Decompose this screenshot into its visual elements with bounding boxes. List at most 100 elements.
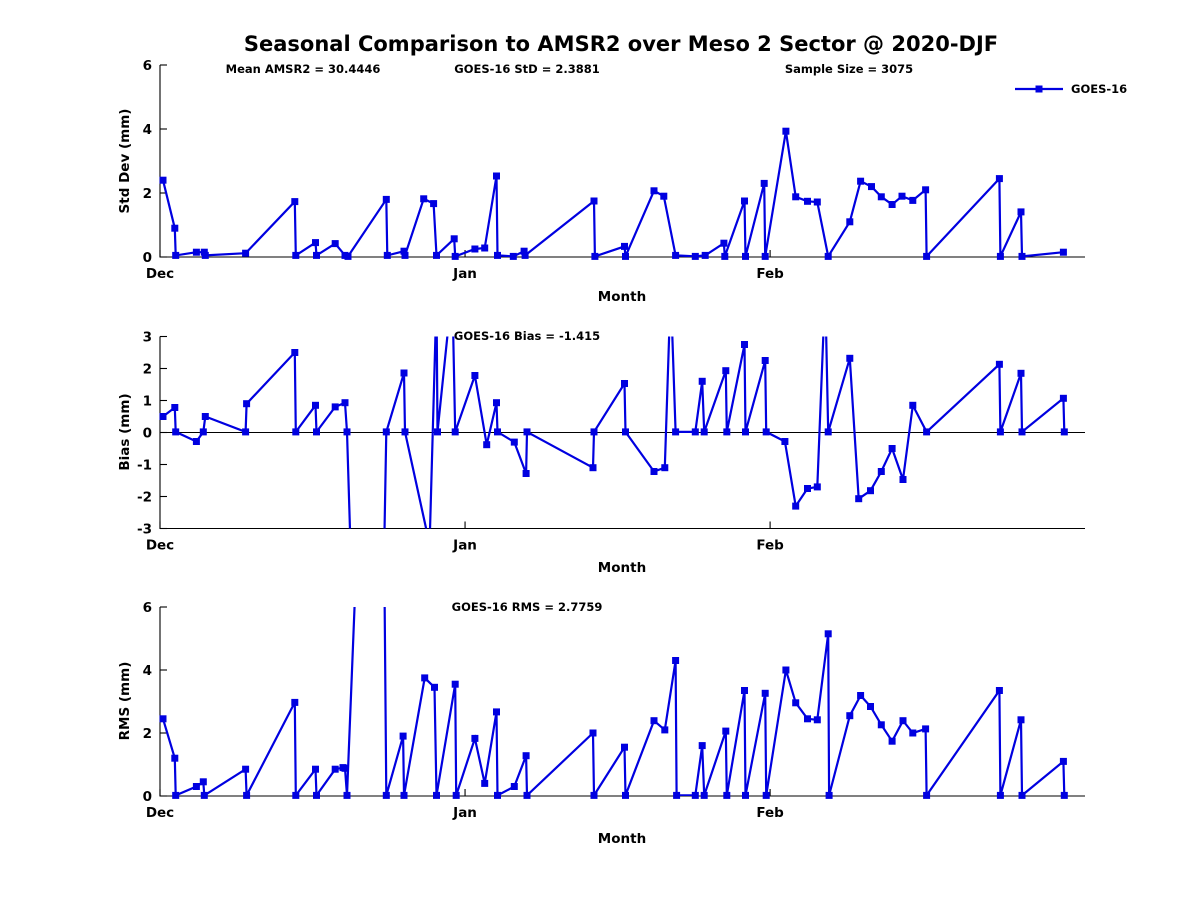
data-marker — [761, 689, 769, 697]
data-marker — [782, 127, 790, 135]
data-marker — [782, 666, 790, 674]
data-marker — [590, 197, 598, 205]
data-marker — [400, 791, 408, 799]
x-tick-label: Jan — [452, 805, 477, 821]
data-marker — [331, 240, 339, 248]
data-marker — [523, 791, 531, 799]
data-marker — [673, 791, 681, 799]
data-marker — [331, 403, 339, 411]
data-marker — [171, 224, 179, 232]
y-axis-label-rms: RMS (mm) — [117, 661, 133, 741]
data-marker — [804, 485, 811, 492]
data-marker — [171, 404, 179, 411]
data-marker — [313, 791, 320, 799]
data-marker — [431, 683, 438, 691]
y-tick-label: 2 — [143, 726, 152, 742]
data-marker — [888, 201, 896, 208]
data-marker — [331, 765, 339, 773]
y-tick-label: 1 — [143, 394, 152, 410]
y-tick-label: 4 — [143, 122, 152, 138]
y-tick-label: 2 — [143, 186, 152, 202]
data-marker — [1017, 716, 1025, 724]
data-marker — [909, 401, 917, 409]
data-marker — [650, 187, 658, 195]
x-tick-label: Dec — [146, 805, 174, 821]
data-marker — [868, 183, 875, 191]
data-marker — [383, 251, 391, 259]
data-marker — [400, 247, 408, 255]
x-tick-label: Dec — [146, 538, 174, 554]
data-marker — [522, 470, 530, 477]
data-marker — [493, 399, 500, 407]
data-marker — [661, 726, 669, 734]
data-marker — [312, 765, 319, 773]
data-marker — [242, 249, 250, 257]
data-marker — [1017, 369, 1025, 377]
data-marker — [846, 354, 854, 362]
data-marker — [721, 252, 729, 260]
data-marker — [521, 251, 529, 259]
data-marker — [761, 252, 769, 260]
data-marker — [723, 428, 731, 436]
data-marker — [172, 428, 180, 436]
data-marker — [451, 680, 459, 688]
data-marker — [899, 717, 907, 725]
data-marker — [621, 380, 628, 387]
data-marker — [922, 725, 930, 733]
data-marker — [341, 399, 349, 407]
data-marker — [857, 177, 865, 185]
data-marker — [292, 251, 300, 259]
data-marker — [660, 192, 668, 200]
data-marker — [434, 428, 441, 436]
data-marker — [590, 791, 598, 799]
data-marker — [804, 715, 811, 723]
data-marker — [813, 716, 821, 724]
chart-rms: Dec Jan Feb 0 2 4 6 — [143, 600, 1085, 821]
data-marker — [199, 428, 207, 436]
data-marker — [804, 197, 811, 205]
data-marker — [192, 248, 200, 256]
data-marker — [159, 413, 167, 420]
data-marker — [590, 428, 598, 436]
data-marker — [923, 791, 931, 799]
data-marker — [1060, 791, 1068, 799]
data-marker — [242, 765, 250, 773]
data-marker — [888, 737, 896, 745]
x-axis-label-month-1: Month — [597, 289, 647, 305]
subplot-title-rms: GOES-16 RMS = 2.7759 — [451, 600, 603, 614]
data-marker — [700, 428, 708, 436]
data-marker — [996, 252, 1004, 260]
data-marker — [824, 630, 832, 638]
data-marker — [1017, 208, 1025, 216]
data-marker — [824, 252, 832, 260]
data-marker — [867, 487, 874, 495]
data-marker — [995, 175, 1003, 183]
data-marker — [691, 791, 699, 799]
data-marker — [898, 192, 906, 200]
subplot-title-bias: GOES-16 Bias = -1.415 — [453, 329, 601, 343]
data-marker — [471, 245, 479, 253]
data-marker — [494, 251, 501, 259]
data-marker — [723, 791, 731, 799]
data-marker — [343, 791, 351, 799]
data-marker — [867, 703, 874, 710]
y-tick-label: 6 — [143, 600, 152, 616]
y-tick-label: 3 — [143, 330, 152, 346]
x-axis-label-month-3: Month — [597, 831, 647, 847]
y-tick-label: -3 — [137, 522, 152, 538]
data-marker — [909, 196, 917, 204]
data-marker — [741, 687, 748, 694]
data-marker — [877, 468, 885, 475]
data-marker — [741, 197, 748, 205]
data-marker — [742, 791, 749, 799]
data-marker — [291, 198, 299, 206]
data-marker — [877, 193, 885, 201]
data-marker — [621, 743, 628, 751]
data-marker — [382, 791, 390, 799]
data-marker — [494, 791, 501, 799]
data-marker — [672, 657, 680, 664]
data-marker — [622, 791, 629, 799]
data-marker — [720, 239, 728, 247]
data-line-GOES-16 — [161, 131, 1064, 257]
